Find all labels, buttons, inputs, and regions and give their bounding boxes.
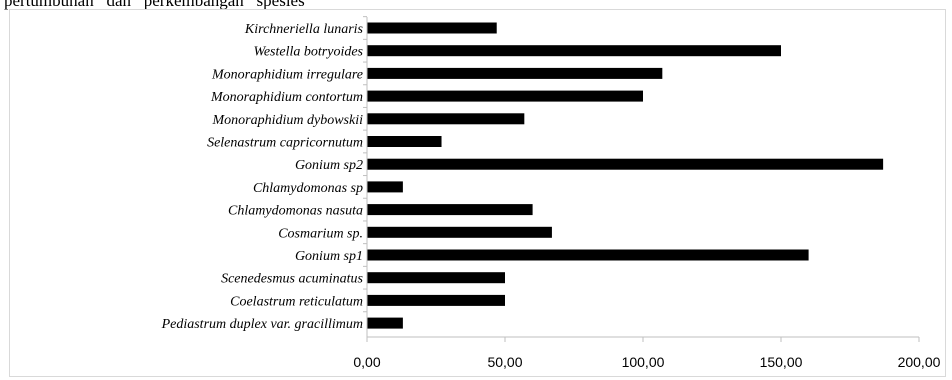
bar [367,249,809,261]
page-text: pertumbuhan dan perkembangan spesies [4,0,305,10]
x-tick-label: 100,00 [622,354,665,370]
category-label: Coelastrum reticulatum [230,294,363,309]
category-label: Chlamydomonas nasuta [228,204,363,219]
bar [367,113,525,125]
bar [367,158,884,170]
category-label: Kirchneriella lunaris [244,22,364,37]
category-label: Cosmarium sp. [278,226,363,241]
category-label: Selenastrum capricornutum [207,136,363,151]
bar [367,317,403,329]
category-label: Scenedesmus acuminatus [221,272,363,287]
x-tick-label: 50,00 [487,354,522,370]
bar [367,204,533,216]
bar [367,226,552,238]
axes [363,16,920,342]
x-tick-label: 150,00 [760,354,803,370]
category-label: Gonium sp2 [295,158,363,173]
category-label: Monoraphidium dybowskii [212,113,364,128]
bar [367,67,663,79]
bar [367,22,497,34]
bar [367,45,781,57]
category-label: Monoraphidium irregulare [211,67,363,82]
category-labels: Kirchneriella lunaris Westella botryoides… [161,22,364,332]
category-label: Pediastrum duplex var. gracillimum [161,317,363,332]
category-label: Westella botryoides [253,45,363,60]
bar [367,136,442,147]
bar [367,90,643,102]
category-label: Chlamydomonas sp [253,181,363,196]
bars [367,22,884,329]
category-label: Monoraphidium contortum [210,90,363,105]
category-label: Gonium sp1 [295,249,363,264]
tick-labels: 0,00 50,00 100,00 150,00 200,00 [353,354,940,370]
bar [367,294,505,306]
bar [367,272,505,284]
x-tick-label: 0,00 [353,354,380,370]
bar [367,181,403,193]
x-tick-label: 200,00 [898,354,941,370]
